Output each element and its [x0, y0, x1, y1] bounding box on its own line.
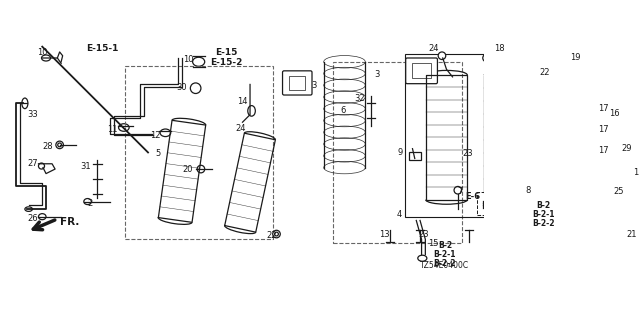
- Text: 18: 18: [494, 44, 505, 53]
- Ellipse shape: [533, 72, 541, 78]
- Text: 23: 23: [419, 229, 429, 238]
- Text: 1: 1: [633, 168, 638, 177]
- Ellipse shape: [618, 208, 627, 214]
- Text: 19: 19: [570, 53, 580, 62]
- Ellipse shape: [25, 207, 33, 212]
- Text: 22: 22: [266, 231, 276, 240]
- Bar: [125, 66, 273, 239]
- Text: 26: 26: [27, 214, 38, 223]
- Text: 6: 6: [340, 106, 346, 116]
- Text: 31: 31: [81, 162, 92, 171]
- Bar: [477, 193, 508, 215]
- Text: 17: 17: [598, 104, 609, 113]
- Text: 21: 21: [627, 229, 637, 238]
- Text: E-6: E-6: [465, 192, 481, 201]
- Text: E-15-2: E-15-2: [210, 58, 242, 67]
- Text: 10: 10: [37, 48, 47, 57]
- Ellipse shape: [273, 230, 280, 238]
- Ellipse shape: [22, 98, 28, 108]
- Text: 5: 5: [156, 149, 161, 158]
- Ellipse shape: [418, 255, 427, 261]
- Ellipse shape: [38, 163, 45, 169]
- Text: 27: 27: [27, 159, 38, 168]
- Text: 8: 8: [525, 186, 531, 195]
- Text: 32: 32: [355, 93, 365, 102]
- Text: B-2-2: B-2-2: [434, 259, 456, 268]
- Ellipse shape: [197, 165, 205, 173]
- Bar: [333, 62, 461, 243]
- Text: 10: 10: [183, 55, 193, 64]
- FancyBboxPatch shape: [406, 58, 437, 84]
- Text: B-2-1: B-2-1: [532, 210, 554, 219]
- Text: 4: 4: [397, 210, 403, 219]
- Text: 17: 17: [598, 125, 609, 134]
- Bar: [413, 63, 431, 78]
- Text: 29: 29: [621, 144, 632, 153]
- Bar: [566, 103, 581, 115]
- Ellipse shape: [248, 106, 255, 116]
- Text: FR.: FR.: [60, 217, 79, 227]
- Text: E-15-1: E-15-1: [86, 44, 119, 53]
- Ellipse shape: [58, 143, 61, 147]
- Text: 11: 11: [108, 125, 118, 134]
- Bar: [289, 76, 305, 90]
- Text: B-2: B-2: [536, 201, 550, 210]
- Text: 13: 13: [380, 229, 390, 238]
- Text: E-15: E-15: [214, 48, 237, 57]
- Text: TZ54E0400C: TZ54E0400C: [420, 260, 469, 269]
- Text: 30: 30: [177, 83, 188, 92]
- Ellipse shape: [56, 141, 63, 149]
- Text: 2: 2: [87, 199, 93, 208]
- Text: 33: 33: [27, 110, 38, 119]
- Text: 3: 3: [312, 82, 317, 91]
- Text: 7: 7: [458, 187, 463, 196]
- Text: 16: 16: [609, 109, 620, 118]
- Text: B-2-1: B-2-1: [434, 250, 456, 259]
- Ellipse shape: [118, 124, 129, 131]
- Text: B-2-2: B-2-2: [532, 219, 554, 228]
- Ellipse shape: [454, 187, 461, 194]
- Text: 24: 24: [428, 44, 439, 53]
- Ellipse shape: [438, 52, 445, 60]
- Text: B-2: B-2: [438, 241, 452, 250]
- Ellipse shape: [275, 232, 278, 236]
- Ellipse shape: [616, 228, 625, 236]
- Ellipse shape: [193, 57, 205, 66]
- Polygon shape: [1, 39, 484, 281]
- Text: 14: 14: [237, 97, 248, 106]
- Text: 3: 3: [374, 70, 380, 79]
- Text: 15: 15: [428, 239, 438, 248]
- Text: 12: 12: [150, 131, 161, 140]
- Text: 28: 28: [42, 142, 53, 151]
- Bar: [405, 54, 556, 217]
- Bar: [409, 152, 421, 160]
- Text: 20: 20: [182, 164, 193, 173]
- Text: 23: 23: [462, 149, 473, 158]
- FancyBboxPatch shape: [282, 71, 312, 95]
- Ellipse shape: [84, 198, 92, 204]
- Text: 17: 17: [598, 147, 609, 156]
- Text: 22: 22: [540, 68, 550, 77]
- Ellipse shape: [190, 83, 201, 93]
- Bar: [566, 141, 581, 152]
- Text: 25: 25: [614, 187, 624, 196]
- Ellipse shape: [42, 55, 51, 61]
- Ellipse shape: [160, 129, 171, 137]
- Ellipse shape: [38, 214, 46, 220]
- Text: 9: 9: [397, 148, 403, 157]
- Ellipse shape: [483, 54, 490, 62]
- Text: 24: 24: [236, 124, 246, 133]
- Bar: [566, 122, 581, 133]
